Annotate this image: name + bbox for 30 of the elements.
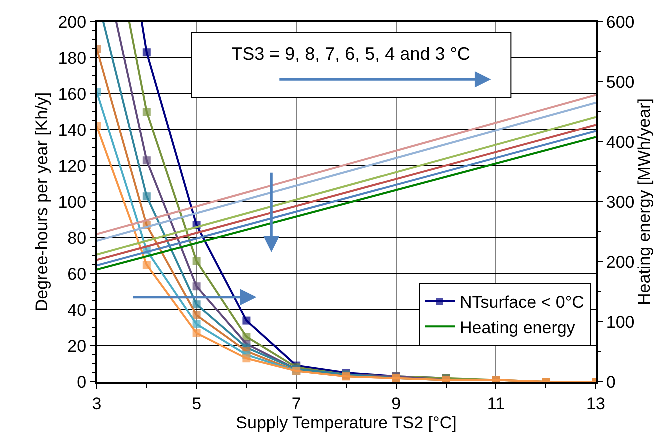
y-tick-label: 80: [68, 228, 87, 248]
x-axis-title: Supply Temperature TS2 [°C]: [236, 413, 457, 432]
y2-axis-title: Heating energy [MWh/year]: [634, 98, 654, 306]
y2-tick-label: 100: [606, 312, 635, 332]
y-tick-label: 200: [58, 12, 87, 32]
y-tick-label: 40: [68, 300, 87, 320]
y-axis-title: Degree-hours per year [Kh/y]: [32, 92, 52, 312]
y2-tick-label: 0: [606, 372, 616, 392]
y2-tick-label: 300: [606, 192, 635, 212]
y-tick-label: 180: [58, 48, 87, 68]
x-tick-label: 3: [92, 394, 102, 414]
y2-tick-label: 400: [606, 132, 635, 152]
y-tick-label: 60: [68, 264, 87, 284]
x-tick-label: 9: [392, 394, 402, 414]
legend-label: Heating energy: [460, 318, 576, 338]
x-tick-label: 11: [487, 394, 506, 414]
legend-label: NTsurface < 0°C: [460, 293, 584, 312]
y-tick-label: 140: [58, 120, 87, 140]
y2-tick-label: 600: [606, 12, 635, 32]
x-tick-label: 13: [586, 394, 606, 414]
y-tick-label: 0: [77, 372, 87, 392]
y2-tick-label: 500: [606, 72, 635, 92]
y-tick-label: 160: [58, 84, 87, 104]
y-tick-label: 120: [58, 156, 87, 176]
annotation: TS3 = 9, 8, 7, 6, 5, 4 and 3 °C: [232, 44, 470, 64]
y-tick-label: 100: [58, 192, 87, 212]
y-tick-label: 20: [68, 336, 87, 356]
x-tick-label: 7: [292, 394, 302, 414]
x-tick-label: 5: [192, 394, 202, 414]
y2-tick-label: 200: [606, 252, 635, 272]
